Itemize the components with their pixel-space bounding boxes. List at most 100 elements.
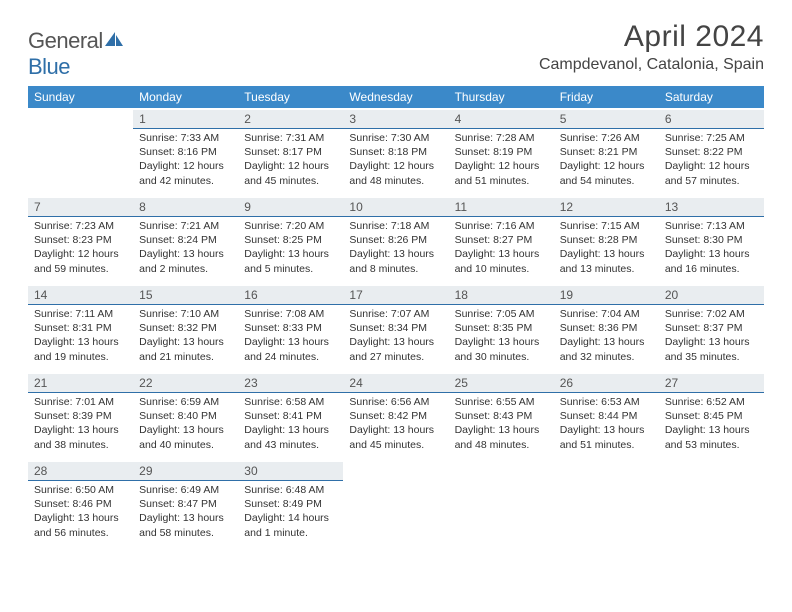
day-info: Sunrise: 7:26 AMSunset: 8:21 PMDaylight:… — [560, 131, 653, 188]
sunrise-line: Sunrise: 7:20 AM — [244, 219, 337, 233]
daylight-line: Daylight: 14 hours and 1 minute. — [244, 511, 337, 539]
weekday-header: Monday — [133, 86, 238, 108]
month-title: April 2024 — [539, 20, 764, 54]
day-info: Sunrise: 7:13 AMSunset: 8:30 PMDaylight:… — [665, 219, 758, 276]
sunset-line: Sunset: 8:42 PM — [349, 409, 442, 423]
calendar-header-row: SundayMondayTuesdayWednesdayThursdayFrid… — [28, 86, 764, 108]
sunrise-line: Sunrise: 6:55 AM — [455, 395, 548, 409]
sunset-line: Sunset: 8:43 PM — [455, 409, 548, 423]
daylight-line: Daylight: 13 hours and 24 minutes. — [244, 335, 337, 363]
calendar-cell: 21Sunrise: 7:01 AMSunset: 8:39 PMDayligh… — [28, 372, 133, 460]
calendar-body: 1Sunrise: 7:33 AMSunset: 8:16 PMDaylight… — [28, 108, 764, 548]
daylight-line: Daylight: 13 hours and 51 minutes. — [560, 423, 653, 451]
day-number: 15 — [133, 286, 238, 305]
day-number: 16 — [238, 286, 343, 305]
day-number: 23 — [238, 374, 343, 393]
weekday-header: Thursday — [449, 86, 554, 108]
weekday-header: Wednesday — [343, 86, 448, 108]
brand-part1: General — [28, 28, 103, 53]
daylight-line: Daylight: 13 hours and 5 minutes. — [244, 247, 337, 275]
brand-logo: GeneralBlue — [28, 20, 125, 80]
day-number: 27 — [659, 374, 764, 393]
day-number: 11 — [449, 198, 554, 217]
weekday-header: Saturday — [659, 86, 764, 108]
sunset-line: Sunset: 8:34 PM — [349, 321, 442, 335]
daylight-line: Daylight: 12 hours and 51 minutes. — [455, 159, 548, 187]
weekday-header: Friday — [554, 86, 659, 108]
day-info: Sunrise: 7:02 AMSunset: 8:37 PMDaylight:… — [665, 307, 758, 364]
calendar-cell: 10 Sunrise: 7:18 AMSunset: 8:26 PMDayligh… — [343, 196, 448, 284]
day-info: Sunrise: 7:31 AMSunset: 8:17 PMDaylight:… — [244, 131, 337, 188]
calendar-cell: 16 Sunrise: 7:08 AMSunset: 8:33 PMDayligh… — [238, 284, 343, 372]
daylight-line: Daylight: 13 hours and 58 minutes. — [139, 511, 232, 539]
daylight-line: Daylight: 12 hours and 45 minutes. — [244, 159, 337, 187]
sunset-line: Sunset: 8:28 PM — [560, 233, 653, 247]
calendar-cell: 8Sunrise: 7:21 AMSunset: 8:24 PMDaylight… — [133, 196, 238, 284]
day-number: 22 — [133, 374, 238, 393]
sunrise-line: Sunrise: 7:28 AM — [455, 131, 548, 145]
sunset-line: Sunset: 8:21 PM — [560, 145, 653, 159]
day-number: 3 — [343, 110, 448, 129]
sunset-line: Sunset: 8:46 PM — [34, 497, 127, 511]
day-number: 26 — [554, 374, 659, 393]
daylight-line: Daylight: 13 hours and 53 minutes. — [665, 423, 758, 451]
sunrise-line: Sunrise: 7:31 AM — [244, 131, 337, 145]
calendar-cell — [28, 108, 133, 196]
day-number: 1 — [133, 110, 238, 129]
day-number: 5 — [554, 110, 659, 129]
sunrise-line: Sunrise: 7:30 AM — [349, 131, 442, 145]
calendar-cell: 7Sunrise: 7:23 AMSunset: 8:23 PMDaylight… — [28, 196, 133, 284]
day-info: Sunrise: 7:11 AMSunset: 8:31 PMDaylight:… — [34, 307, 127, 364]
calendar-table: SundayMondayTuesdayWednesdayThursdayFrid… — [28, 86, 764, 548]
daylight-line: Daylight: 13 hours and 32 minutes. — [560, 335, 653, 363]
calendar-cell: 15Sunrise: 7:10 AMSunset: 8:32 PMDayligh… — [133, 284, 238, 372]
day-info: Sunrise: 7:18 AMSunset: 8:26 PMDaylight:… — [349, 219, 442, 276]
calendar-cell: 6Sunrise: 7:25 AMSunset: 8:22 PMDaylight… — [659, 108, 764, 196]
sunset-line: Sunset: 8:49 PM — [244, 497, 337, 511]
sunrise-line: Sunrise: 6:48 AM — [244, 483, 337, 497]
calendar-cell: 17Sunrise: 7:07 AMSunset: 8:34 PMDayligh… — [343, 284, 448, 372]
daylight-line: Daylight: 13 hours and 40 minutes. — [139, 423, 232, 451]
sunrise-line: Sunrise: 6:58 AM — [244, 395, 337, 409]
day-number: 18 — [449, 286, 554, 305]
daylight-line: Daylight: 12 hours and 42 minutes. — [139, 159, 232, 187]
title-block: April 2024 Campdevanol, Catalonia, Spain — [539, 20, 764, 74]
day-number: 25 — [449, 374, 554, 393]
daylight-line: Daylight: 13 hours and 30 minutes. — [455, 335, 548, 363]
sunrise-line: Sunrise: 7:13 AM — [665, 219, 758, 233]
sunset-line: Sunset: 8:31 PM — [34, 321, 127, 335]
header: GeneralBlue April 2024 Campdevanol, Cata… — [28, 20, 764, 80]
day-info: Sunrise: 6:49 AMSunset: 8:47 PMDaylight:… — [139, 483, 232, 540]
day-info: Sunrise: 7:05 AMSunset: 8:35 PMDaylight:… — [455, 307, 548, 364]
day-number: 19 — [554, 286, 659, 305]
day-info: Sunrise: 7:07 AMSunset: 8:34 PMDaylight:… — [349, 307, 442, 364]
sunrise-line: Sunrise: 6:53 AM — [560, 395, 653, 409]
calendar-cell: 14 Sunrise: 7:11 AMSunset: 8:31 PMDayligh… — [28, 284, 133, 372]
day-number: 24 — [343, 374, 448, 393]
sunset-line: Sunset: 8:39 PM — [34, 409, 127, 423]
weekday-header: Tuesday — [238, 86, 343, 108]
day-info: Sunrise: 7:20 AMSunset: 8:25 PMDaylight:… — [244, 219, 337, 276]
sunrise-line: Sunrise: 6:52 AM — [665, 395, 758, 409]
day-info: Sunrise: 6:52 AMSunset: 8:45 PMDaylight:… — [665, 395, 758, 452]
calendar-cell: 30Sunrise: 6:48 AMSunset: 8:49 PMDayligh… — [238, 460, 343, 548]
sunset-line: Sunset: 8:27 PM — [455, 233, 548, 247]
day-info: Sunrise: 7:30 AMSunset: 8:18 PMDaylight:… — [349, 131, 442, 188]
calendar-cell: 29Sunrise: 6:49 AMSunset: 8:47 PMDayligh… — [133, 460, 238, 548]
day-number: 14 — [28, 286, 133, 305]
calendar-cell: 28Sunrise: 6:50 AMSunset: 8:46 PMDayligh… — [28, 460, 133, 548]
day-info: Sunrise: 7:08 AMSunset: 8:33 PMDaylight:… — [244, 307, 337, 364]
sunset-line: Sunset: 8:36 PM — [560, 321, 653, 335]
day-number: 10 — [343, 198, 448, 217]
sunrise-line: Sunrise: 7:16 AM — [455, 219, 548, 233]
daylight-line: Daylight: 13 hours and 48 minutes. — [455, 423, 548, 451]
daylight-line: Daylight: 13 hours and 43 minutes. — [244, 423, 337, 451]
day-number: 28 — [28, 462, 133, 481]
sunrise-line: Sunrise: 7:25 AM — [665, 131, 758, 145]
sunset-line: Sunset: 8:45 PM — [665, 409, 758, 423]
calendar-cell: 19Sunrise: 7:04 AMSunset: 8:36 PMDayligh… — [554, 284, 659, 372]
sunrise-line: Sunrise: 7:02 AM — [665, 307, 758, 321]
sunrise-line: Sunrise: 7:26 AM — [560, 131, 653, 145]
sunset-line: Sunset: 8:33 PM — [244, 321, 337, 335]
calendar-week-row: 21Sunrise: 7:01 AMSunset: 8:39 PMDayligh… — [28, 372, 764, 460]
